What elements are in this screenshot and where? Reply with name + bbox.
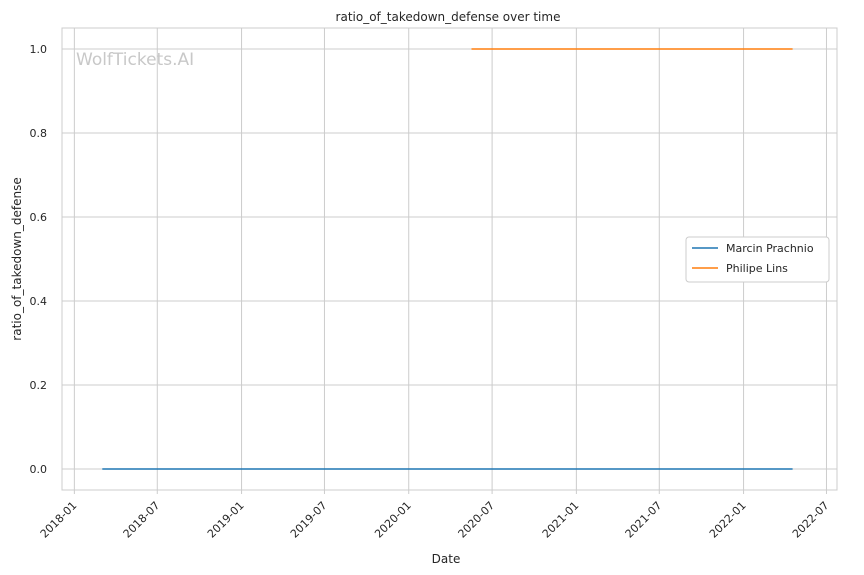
- y-tick-label: 0.8: [30, 127, 48, 140]
- x-tick-label: 2018-01: [38, 499, 80, 541]
- legend: Marcin Prachnio Philipe Lins: [685, 236, 830, 283]
- y-tick-label: 0.0: [30, 463, 48, 476]
- y-tick-label: 1.0: [30, 43, 48, 56]
- x-tick-label: 2021-07: [623, 499, 665, 541]
- x-tick-label: 2021-01: [540, 499, 582, 541]
- x-tick-label: 2019-07: [288, 499, 330, 541]
- legend-box: [685, 236, 830, 283]
- y-tick-label: 0.4: [30, 295, 48, 308]
- x-tick-label: 2018-07: [121, 499, 163, 541]
- y-tick-labels: 0.0 0.2 0.4 0.6 0.8 1.0: [30, 43, 48, 476]
- watermark: WolfTickets.AI: [76, 50, 194, 70]
- x-tick-label: 2019-01: [205, 499, 247, 541]
- chart-title: ratio_of_takedown_defense over time: [336, 10, 561, 24]
- series-lines: [102, 48, 793, 470]
- x-axis-label: Date: [432, 552, 461, 566]
- x-tick-labels: 2018-01 2018-07 2019-01 2019-07 2020-01 2020-…: [38, 499, 832, 541]
- x-tick-label: 2022-01: [707, 499, 749, 541]
- x-tick-label: 2022-07: [790, 499, 832, 541]
- x-tick-label: 2020-07: [456, 499, 498, 541]
- y-tick-label: 0.2: [30, 379, 48, 392]
- legend-label-philipe-lins: Philipe Lins: [726, 262, 788, 275]
- x-tick-label: 2020-01: [372, 499, 414, 541]
- y-axis-label: ratio_of_takedown_defense: [10, 177, 24, 340]
- y-tick-label: 0.6: [30, 211, 48, 224]
- legend-label-marcin-prachnio: Marcin Prachnio: [726, 242, 814, 255]
